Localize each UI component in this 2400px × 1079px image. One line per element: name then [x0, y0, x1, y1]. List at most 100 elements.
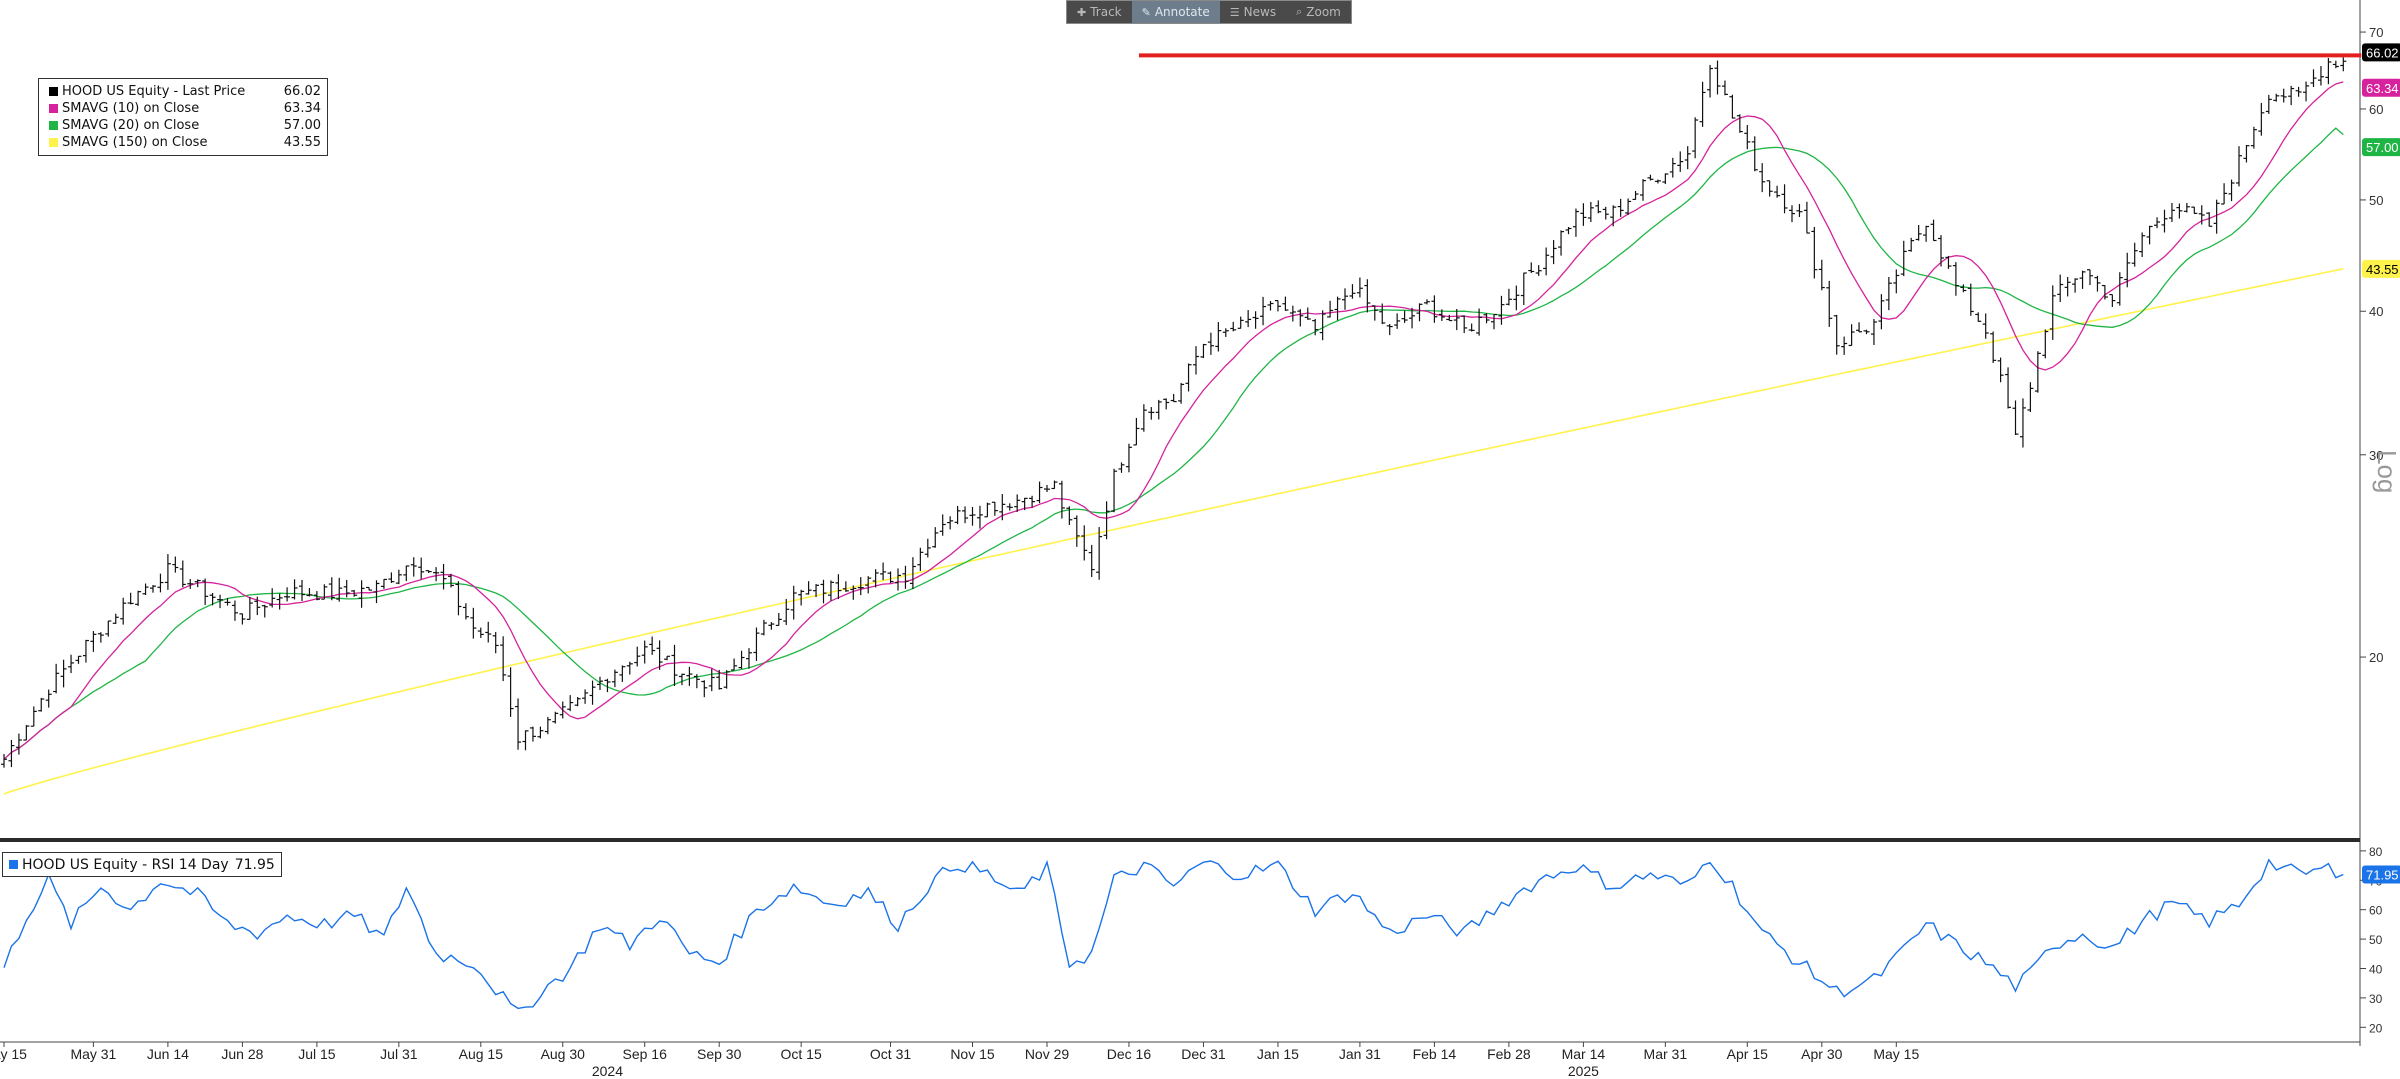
ohlc-bar — [954, 505, 961, 525]
legend-row-rsi: HOOD US Equity - RSI 14 Day 71.95 — [7, 856, 275, 873]
news-button[interactable]: ☰ News — [1220, 1, 1286, 23]
ohlc-bar — [2161, 209, 2168, 233]
ohlc-bar — [1461, 315, 1468, 334]
x-tick-label: Apr 30 — [1801, 1046, 1842, 1062]
ohlc-bar — [634, 646, 641, 667]
sma-10-line — [3, 81, 2344, 760]
ohlc-bar — [1066, 506, 1073, 526]
ohlc-bar — [448, 573, 454, 588]
x-tick-label: Jun 28 — [221, 1046, 263, 1062]
ohlc-bar — [1945, 255, 1952, 269]
ohlc-bar — [2101, 284, 2108, 300]
ohlc-bar — [887, 571, 894, 584]
track-button[interactable]: ✚ Track — [1067, 1, 1132, 23]
ohlc-bar — [1707, 64, 1714, 98]
ohlc-bar — [358, 580, 365, 608]
ohlc-bar — [1267, 300, 1274, 311]
ohlc-bar — [827, 580, 834, 601]
x-tick-label: Aug 30 — [541, 1046, 586, 1062]
x-tick-label: May 15 — [1873, 1046, 1919, 1062]
ohlc-bar — [2280, 88, 2287, 103]
legend-row-smavg-150: SMAVG (150) on Close 43.55 — [47, 134, 321, 151]
ohlc-bar — [157, 573, 164, 593]
ohlc-bar — [2288, 85, 2295, 106]
ohlc-bar — [2094, 275, 2101, 292]
ohlc-bar — [522, 730, 529, 751]
ohlc-bar — [924, 538, 931, 558]
ohlc-bar — [1349, 284, 1356, 299]
ohlc-bar — [1550, 240, 1557, 265]
ohlc-bar — [1491, 313, 1497, 330]
x-tick-label: Mar 14 — [1562, 1046, 1606, 1062]
rsi-legend[interactable]: HOOD US Equity - RSI 14 Day 71.95 — [2, 852, 282, 877]
ohlc-bar — [477, 627, 484, 638]
ohlc-bar — [1841, 336, 1848, 355]
rsi-last-tag: 71.95 — [2362, 865, 2400, 884]
ohlc-bar — [895, 568, 901, 591]
ohlc-bar — [1923, 225, 1930, 242]
ohlc-bar — [559, 701, 566, 719]
pane-divider[interactable] — [0, 838, 2360, 842]
ohlc-bar — [2057, 274, 2064, 303]
ohlc-bar — [1073, 515, 1080, 547]
ohlc-bar — [1312, 318, 1319, 336]
legend-label: HOOD US Equity - Last Price — [62, 84, 246, 99]
x-tick-label: Oct 15 — [781, 1046, 822, 1062]
ohlc-bar — [574, 696, 581, 707]
ohlc-bar — [693, 674, 700, 689]
x-tick-label: Apr 15 — [1727, 1046, 1768, 1062]
x-tick-label: Jan 15 — [1257, 1046, 1299, 1062]
ohlc-bar — [1446, 314, 1453, 322]
ohlc-bar — [783, 599, 790, 625]
ohlc-bar — [1, 753, 7, 768]
ohlc-bar — [1774, 185, 1781, 198]
ohlc-bar — [1662, 173, 1669, 185]
x-tick-label: Aug 15 — [459, 1046, 504, 1062]
legend-swatch — [49, 104, 58, 113]
ohlc-bar — [1744, 124, 1751, 150]
ohlc-bar — [8, 739, 15, 768]
ohlc-bar — [1170, 393, 1177, 403]
ohlc-bar — [1595, 200, 1602, 214]
y-tick-label: 50 — [2369, 933, 2383, 947]
ohlc-bars — [1, 57, 2347, 768]
x-year-label: 2024 — [592, 1063, 623, 1079]
ohlc-bar — [1811, 226, 1818, 279]
legend-swatch — [9, 860, 18, 869]
ohlc-bar — [1535, 265, 1542, 276]
ohlc-bar — [299, 579, 305, 602]
ohlc-bar — [976, 505, 983, 529]
ohlc-bar — [224, 598, 231, 606]
x-tick-label: May 15 — [0, 1046, 27, 1062]
ohlc-bar — [1759, 163, 1766, 193]
ohlc-bar — [68, 654, 75, 674]
ohlc-bar — [507, 667, 514, 717]
ohlc-bar — [1818, 259, 1825, 291]
ohlc-bar — [1997, 357, 2004, 383]
ohlc-bar — [2310, 69, 2317, 88]
ohlc-bar — [947, 516, 954, 530]
ohlc-bar — [2019, 398, 2026, 448]
price-legend[interactable]: HOOD US Equity - Last Price 66.02 SMAVG … — [38, 78, 328, 156]
y-tick-label: 20 — [2369, 1021, 2383, 1035]
legend-value: 43.55 — [283, 135, 321, 150]
legend-label: HOOD US Equity - RSI 14 Day — [22, 856, 229, 873]
ohlc-bar — [991, 501, 998, 516]
ohlc-bar — [202, 578, 209, 605]
ohlc-bar — [1602, 206, 1609, 220]
annotate-button[interactable]: ✎ Annotate — [1131, 1, 1220, 23]
sma-20-line — [3, 127, 2344, 760]
ohlc-bar — [2183, 202, 2190, 213]
y-tick-label: 60 — [2369, 904, 2383, 918]
ohlc-bar — [1893, 269, 1900, 294]
ohlc-bar — [790, 585, 797, 620]
ohlc-bar — [60, 659, 67, 688]
ohlc-bar — [939, 514, 946, 536]
ohlc-bar — [1252, 311, 1259, 329]
ohlc-bar — [269, 588, 276, 608]
zoom-button[interactable]: ⌕ Zoom — [1286, 1, 1351, 23]
ohlc-bar — [1200, 343, 1207, 359]
ohlc-bar — [1334, 296, 1341, 321]
pencil-icon: ✎ — [1141, 5, 1151, 19]
